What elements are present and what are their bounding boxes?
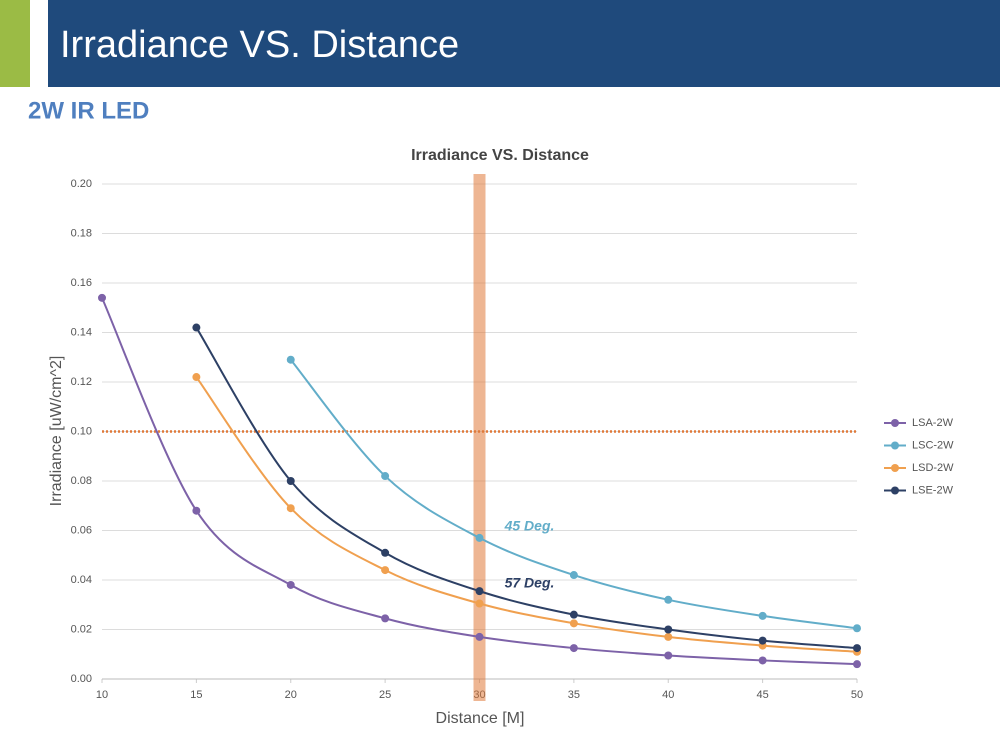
y-tick-label: 0.14 [71,326,92,338]
data-point [286,580,295,589]
data-point [381,614,390,623]
data-point [664,625,673,634]
x-tick-label: 40 [662,689,674,701]
x-axis-label: Distance [M] [436,710,525,727]
x-tick-label: 10 [96,689,108,701]
legend-dot [891,441,899,450]
y-tick-label: 0.10 [71,425,92,437]
data-point [286,355,295,364]
annotation: 45 Deg. [504,518,555,534]
y-axis-label: Irradiance [uW/cm^2] [48,356,65,507]
annotation: 57 Deg. [505,575,555,591]
data-point [853,644,861,653]
legend-dot [891,486,899,495]
y-tick-label: 0.16 [71,277,92,289]
data-point [569,610,578,619]
x-tick-label: 45 [757,689,769,701]
reference-band [473,174,486,701]
data-point [569,619,578,628]
data-point [475,533,484,542]
x-tick-label: 35 [568,689,580,701]
data-point [758,636,767,645]
legend-label: LSA-2W [912,417,954,429]
accent-bar [0,0,30,87]
data-point [569,644,578,653]
x-tick-label: 20 [285,689,297,701]
y-tick-label: 0.12 [71,376,92,388]
data-point [286,477,295,485]
y-tick-label: 0.06 [71,524,92,536]
data-point [475,587,484,596]
y-tick-label: 0.08 [71,475,92,487]
chart-title: Irradiance VS. Distance [411,147,589,164]
data-point [475,632,484,641]
data-point [664,651,673,660]
data-point [664,632,673,641]
y-tick-label: 0.18 [71,227,92,239]
plot [98,293,861,669]
data-point [192,323,201,332]
series-line [195,376,858,653]
data-point [853,660,861,669]
data-point [758,611,767,620]
legend-dot [891,419,899,427]
legend-label: LSE-2W [912,484,954,496]
data-point [98,293,106,302]
x-tick-label: 25 [379,689,391,701]
data-point [853,624,861,633]
data-point [381,566,390,575]
y-tick-label: 0.04 [71,574,92,586]
y-tick-label: 0.00 [71,673,92,685]
legend-dot [891,464,899,472]
data-point [286,504,295,513]
data-point [758,656,767,665]
data-point [569,571,578,580]
data-point [475,599,484,608]
legend-label: LSC-2W [912,439,954,451]
x-tick-label: 50 [851,689,863,701]
y-tick-label: 0.20 [71,178,92,190]
data-point [381,548,390,557]
x-tick-label: 15 [190,689,202,701]
y-tick-label: 0.02 [71,623,92,635]
header-bar [48,0,1000,87]
data-point [664,595,673,604]
data-point [192,373,201,382]
data-point [381,472,390,481]
slide-title: Irradiance VS. Distance [60,24,459,66]
legend-label: LSD-2W [912,462,954,474]
series-line [195,327,858,650]
data-point [192,506,201,515]
slide-subtitle: 2W IR LED [28,97,149,124]
series-line [289,359,858,630]
